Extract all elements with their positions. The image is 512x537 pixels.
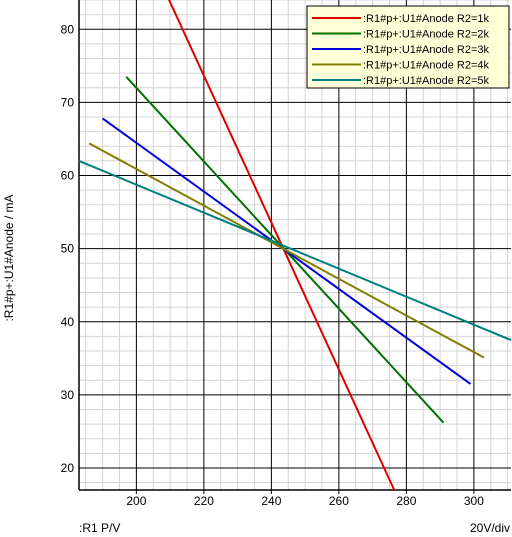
y-tick-label: 20 (61, 461, 75, 475)
legend-label-1: :R1#p+:U1#Anode R2=1k (363, 13, 489, 25)
y-tick-label: 60 (61, 169, 75, 183)
y-tick-label: 50 (61, 242, 75, 256)
legend-label-2: :R1#p+:U1#Anode R2=2k (363, 29, 489, 41)
series-line-5 (78, 159, 512, 341)
series-line-4 (88, 142, 485, 359)
legend-label-3: :R1#p+:U1#Anode R2=3k (363, 44, 489, 56)
legend-box (306, 5, 510, 89)
x-tick-label: 300 (464, 494, 484, 508)
legend-label-4: :R1#p+:U1#Anode R2=4k (363, 60, 489, 72)
y-axis-title: :R1#p+:U1#Anode / mA (2, 194, 16, 321)
x-tick-label: 200 (126, 494, 146, 508)
legend-label-5: :R1#p+:U1#Anode R2=5k (363, 75, 489, 87)
x-scale-note: 20V/div (469, 521, 510, 535)
y-tick-label: 30 (61, 388, 75, 402)
x-axis-title: :R1 P/V (79, 521, 121, 535)
tick-labels: 200 220 240 260 280 300 20 30 40 50 60 70 80 (61, 22, 485, 508)
x-tick-label: 220 (194, 494, 214, 508)
x-tick-label: 280 (396, 494, 416, 508)
x-tick-label: 240 (261, 494, 281, 508)
y-tick-label: 40 (61, 315, 75, 329)
axes (78, 0, 511, 491)
legend: :R1#p+:U1#Anode R2=1k :R1#p+:U1#Anode R2=… (306, 5, 510, 89)
y-tick-label: 70 (61, 95, 75, 109)
series-lines (78, 0, 512, 492)
x-tick-label: 260 (329, 494, 349, 508)
y-tick-label: 80 (61, 22, 75, 36)
